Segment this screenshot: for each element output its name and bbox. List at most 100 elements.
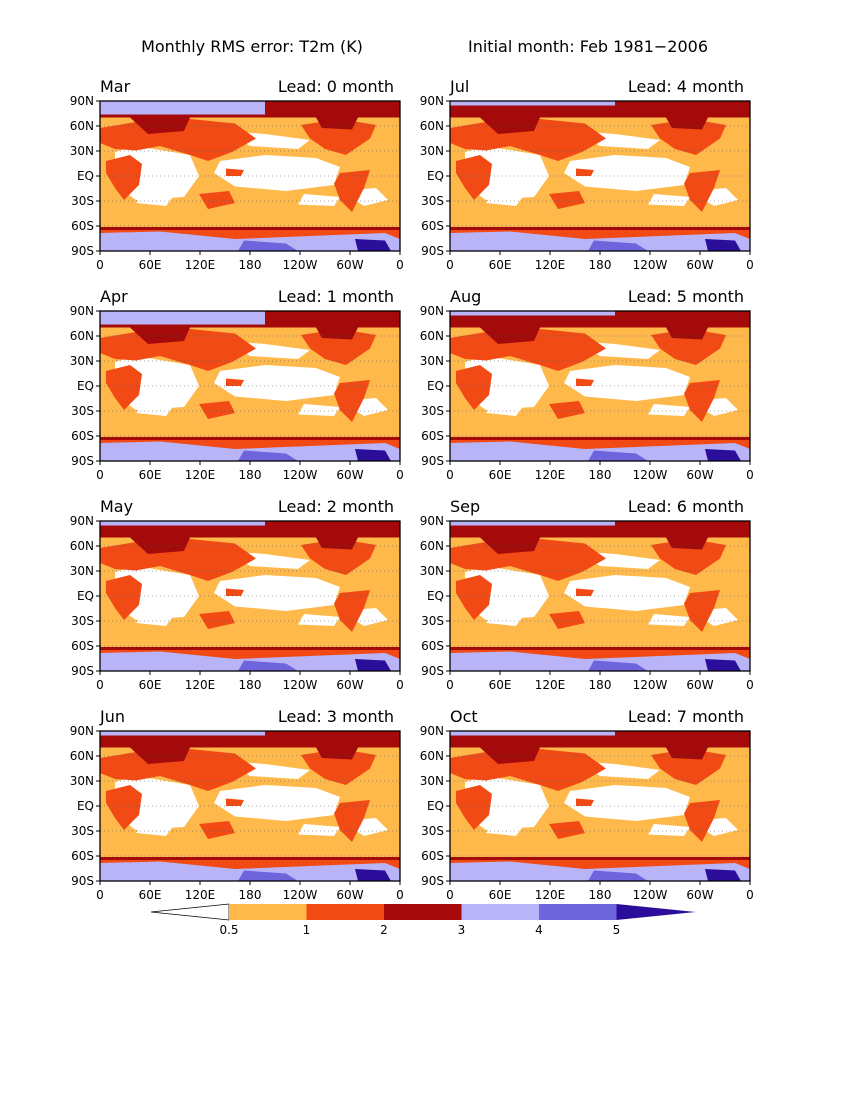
low-error-region xyxy=(298,404,340,416)
lon-tick-label: 0 xyxy=(96,258,104,272)
panel-month-label: Sep xyxy=(450,497,480,516)
colorbar: 0.5 1 2 3 4 5 xyxy=(150,903,696,937)
lon-tick-label: 60E xyxy=(489,888,512,902)
colorbar-label: 3 xyxy=(458,923,466,937)
lat-tick-label: 90S xyxy=(71,454,94,468)
lon-tick-label: 120E xyxy=(535,258,566,272)
land-region xyxy=(450,329,606,371)
low-error-region xyxy=(136,821,175,836)
lon-tick-label: 0 xyxy=(396,468,404,482)
lon-tick-label: 60W xyxy=(336,258,363,272)
lat-tick-label: 90N xyxy=(420,514,444,528)
lon-tick-label: 60E xyxy=(139,468,162,482)
lon-tick-label: 180 xyxy=(589,678,612,692)
figure-title-left: Monthly RMS error: T2m (K) xyxy=(141,37,363,56)
lon-tick-label: 60E xyxy=(139,888,162,902)
antarctic-very-high-error xyxy=(238,660,298,671)
lon-tick-label: 180 xyxy=(589,888,612,902)
antarctic-max-error xyxy=(355,659,391,671)
arctic-high-error xyxy=(450,311,615,316)
figure-title-right: Initial month: Feb 1981−2006 xyxy=(468,37,708,56)
lon-tick-label: 60E xyxy=(489,258,512,272)
lat-tick-label: 90N xyxy=(420,304,444,318)
antarctic-max-error xyxy=(705,239,741,251)
lat-tick-label: 60S xyxy=(421,849,444,863)
low-error-region xyxy=(298,614,340,626)
land-region xyxy=(106,575,142,620)
land-region xyxy=(226,168,244,176)
land-region xyxy=(549,191,585,209)
antarctic-max-error xyxy=(355,239,391,251)
lon-tick-label: 120E xyxy=(185,468,216,482)
colorbar-label: 1 xyxy=(303,923,311,937)
panel-lead-label: Lead: 5 month xyxy=(628,287,744,306)
high-error-region xyxy=(666,747,708,760)
low-error-region xyxy=(648,824,690,836)
lat-tick-label: 60N xyxy=(420,749,444,763)
southern-ocean-band xyxy=(100,647,400,650)
land-region xyxy=(651,539,726,575)
arctic-high-error xyxy=(100,101,265,115)
lat-tick-label: 60S xyxy=(71,219,94,233)
lat-tick-label: 30N xyxy=(420,564,444,578)
lon-tick-label: 0 xyxy=(396,888,404,902)
land-region xyxy=(456,785,492,830)
lat-tick-label: EQ xyxy=(427,169,444,183)
lat-tick-label: 30N xyxy=(70,144,94,158)
lon-tick-label: 120W xyxy=(283,258,318,272)
lat-tick-label: 60S xyxy=(71,849,94,863)
lon-tick-label: 60W xyxy=(686,468,713,482)
land-region xyxy=(199,401,235,419)
lat-tick-label: 30N xyxy=(420,144,444,158)
land-region xyxy=(106,785,142,830)
lat-tick-label: 30N xyxy=(420,354,444,368)
land-region xyxy=(301,119,376,155)
land-region xyxy=(301,749,376,785)
high-error-region xyxy=(666,327,708,340)
lat-tick-label: 90S xyxy=(421,874,444,888)
lon-tick-label: 60W xyxy=(336,468,363,482)
lat-tick-label: 90S xyxy=(71,244,94,258)
lon-tick-label: 120E xyxy=(185,258,216,272)
low-error-region xyxy=(564,365,690,401)
lon-tick-label: 0 xyxy=(746,888,754,902)
lon-tick-label: 120W xyxy=(633,258,668,272)
lat-tick-label: 30S xyxy=(421,824,444,838)
lon-tick-label: 0 xyxy=(396,258,404,272)
panel-month-label: Apr xyxy=(100,287,128,306)
lat-tick-label: 90N xyxy=(70,94,94,108)
land-region xyxy=(199,611,235,629)
lat-tick-label: 30S xyxy=(421,404,444,418)
colorbar-segment xyxy=(616,904,696,920)
panel-lead-label: Lead: 4 month xyxy=(628,77,744,96)
land-region xyxy=(684,800,720,842)
southern-ocean-band xyxy=(100,437,400,440)
land-region xyxy=(106,365,142,410)
antarctic-max-error xyxy=(705,659,741,671)
land-region xyxy=(684,170,720,212)
lon-tick-label: 120W xyxy=(283,888,318,902)
lon-tick-label: 60E xyxy=(489,468,512,482)
lon-tick-label: 60W xyxy=(336,888,363,902)
lat-tick-label: EQ xyxy=(427,379,444,393)
land-region xyxy=(450,539,606,581)
lon-tick-label: 120W xyxy=(633,678,668,692)
land-region xyxy=(651,749,726,785)
land-region xyxy=(450,119,606,161)
lon-tick-label: 0 xyxy=(396,678,404,692)
lat-tick-label: 60N xyxy=(70,539,94,553)
lat-tick-label: 60N xyxy=(420,329,444,343)
southern-ocean-band xyxy=(100,227,400,230)
lat-tick-label: EQ xyxy=(77,379,94,393)
lon-tick-label: 180 xyxy=(239,258,262,272)
lon-tick-label: 180 xyxy=(239,678,262,692)
arctic-high-error xyxy=(100,311,265,325)
colorbar-segment xyxy=(150,903,230,921)
land-region xyxy=(226,378,244,386)
lat-tick-label: 60S xyxy=(421,429,444,443)
low-error-region xyxy=(214,575,340,611)
lat-tick-label: 60N xyxy=(70,749,94,763)
antarctic-very-high-error xyxy=(238,450,298,461)
